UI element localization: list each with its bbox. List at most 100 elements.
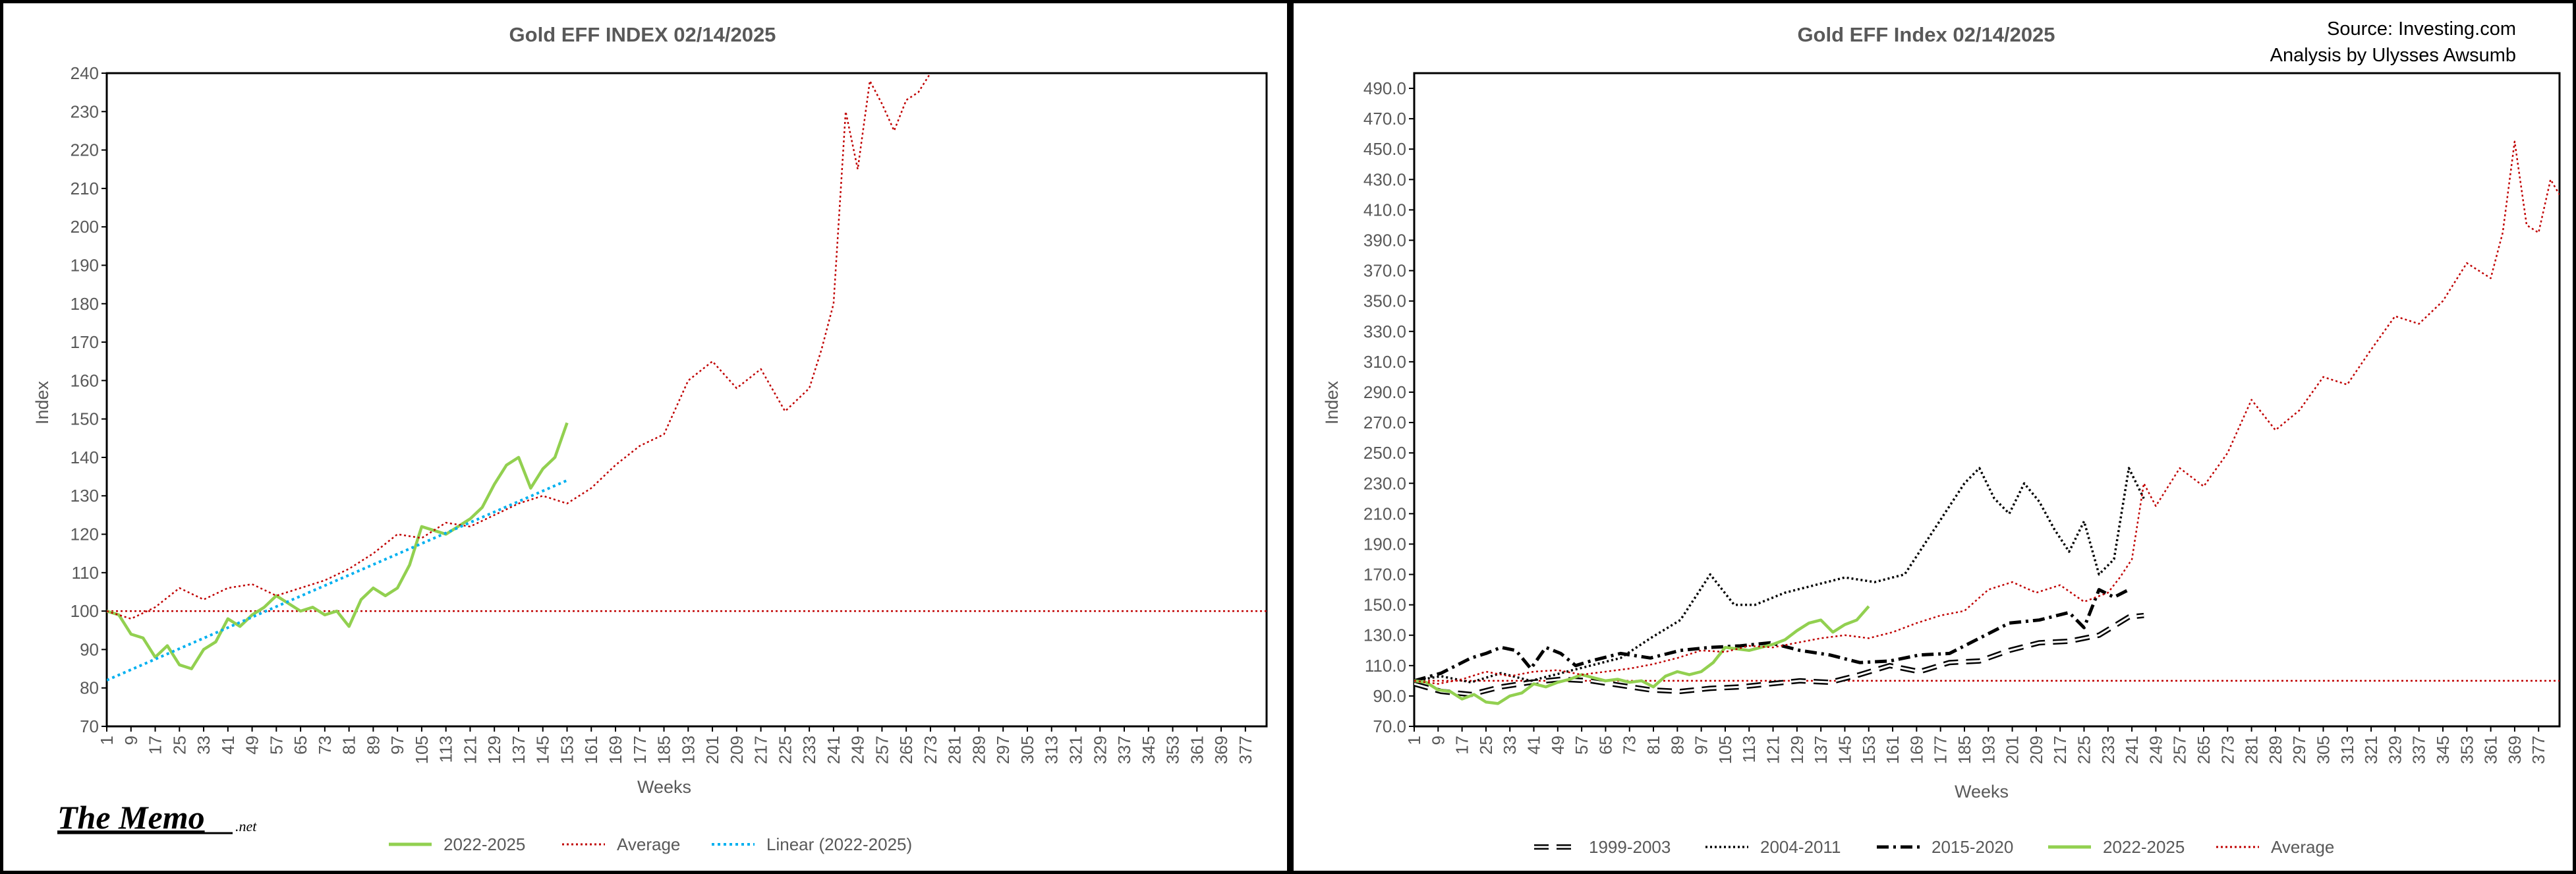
y-tick-label: 450.0 — [1363, 139, 1406, 159]
y-tick-label: 210 — [71, 179, 99, 198]
y-tick-label: 90.0 — [1373, 686, 1406, 706]
x-tick-label: 281 — [945, 736, 965, 764]
x-tick-label: 33 — [1500, 736, 1520, 755]
x-tick-label: 169 — [606, 736, 625, 764]
x-tick-label: 289 — [969, 736, 988, 764]
x-tick-label: 25 — [1476, 736, 1496, 755]
y-tick-label: 70 — [80, 716, 99, 736]
x-tick-label: 209 — [2026, 736, 2046, 764]
x-tick-label: 377 — [2529, 736, 2548, 764]
x-tick-label: 273 — [921, 736, 940, 764]
y-tick-label: 150 — [71, 409, 99, 429]
y-tick-label: 200 — [71, 217, 99, 237]
x-tick-label: 161 — [1883, 736, 1903, 764]
x-tick-label: 65 — [1595, 736, 1615, 755]
x-tick-label: 185 — [654, 736, 674, 764]
y-tick-label: 150.0 — [1363, 595, 1406, 615]
x-tick-label: 289 — [2266, 736, 2285, 764]
y-tick-label: 190 — [71, 255, 99, 275]
x-tick-label: 145 — [533, 736, 553, 764]
x-tick-label: 369 — [2505, 736, 2525, 764]
x-tick-label: 193 — [1978, 736, 1998, 764]
the-memo-logo: The Memo .net — [57, 799, 257, 836]
x-tick-label: 1 — [97, 736, 117, 745]
x-tick-label: 209 — [727, 736, 747, 764]
x-tick-label: 225 — [2074, 736, 2094, 764]
x-tick-label: 81 — [339, 736, 359, 755]
y-tick-label: 430.0 — [1363, 169, 1406, 189]
x-tick-label: 137 — [1811, 736, 1831, 764]
x-tick-label: 201 — [702, 736, 722, 764]
x-tick-label: 145 — [1835, 736, 1854, 764]
x-tick-label: 161 — [581, 736, 601, 764]
x-tick-label: 265 — [896, 736, 916, 764]
x-tick-label: 89 — [363, 736, 383, 755]
y-axis-label: Index — [1322, 380, 1342, 424]
x-tick-label: 57 — [1572, 736, 1591, 755]
y-tick-label: 110.0 — [1365, 656, 1406, 676]
series-group — [107, 73, 931, 682]
x-tick-label: 225 — [775, 736, 795, 764]
series-line-average — [107, 73, 931, 620]
x-tick-label: 49 — [1548, 736, 1568, 755]
x-tick-label: 281 — [2242, 736, 2262, 764]
x-tick-label: 1 — [1404, 736, 1424, 745]
series-line-linear-2022-2025 — [107, 479, 568, 682]
x-tick-label: 9 — [1428, 736, 1448, 745]
x-tick-label: 89 — [1667, 736, 1687, 755]
y-tick-label: 390.0 — [1363, 231, 1406, 250]
y-tick-label: 70.0 — [1373, 716, 1406, 736]
left-plot-area: 70 80 90 100 110 120 130 140 150 160 170 180 190 200 2… — [71, 63, 1268, 764]
x-tick-label: 185 — [1955, 736, 1974, 764]
y-tick-label: 220 — [71, 140, 99, 160]
legend-label-linear: Linear (2022-2025) — [766, 834, 912, 854]
x-tick-label: 105 — [1715, 736, 1735, 764]
source-line-1: Source: Investing.com — [2327, 18, 2516, 40]
right-plot-area: 70.0 90.0 110.0 130.0 150.0 170.0 190.0 210.0 23… — [1363, 72, 2561, 764]
y-tick-label: 120 — [71, 525, 99, 544]
logo-sub-text: .net — [235, 818, 257, 834]
x-tick-label: 113 — [1739, 736, 1759, 763]
y-tick-label: 180 — [71, 294, 99, 314]
x-tick-label: 217 — [751, 736, 771, 764]
y-tick-label: 140 — [71, 448, 99, 467]
x-tick-label: 337 — [2409, 736, 2429, 764]
y-tick-label: 130.0 — [1363, 626, 1406, 645]
y-tick-label: 190.0 — [1363, 534, 1406, 554]
x-tick-label: 9 — [121, 736, 141, 745]
legend-label-2015-2020: 2015-2020 — [1932, 837, 2013, 857]
series-line-2022-2025 — [1414, 605, 1870, 705]
x-tick-label: 257 — [2170, 736, 2190, 764]
y-tick-label: 230.0 — [1363, 473, 1406, 493]
x-tick-label: 217 — [2050, 736, 2070, 764]
legend-label-1999-2003: 1999-2003 — [1589, 837, 1671, 857]
legend-label-2022-2025: 2022-2025 — [444, 834, 525, 854]
x-tick-label: 249 — [848, 736, 868, 764]
series-group — [1414, 140, 2560, 705]
legend: 1999-2003 2004-2011 2015-2020 2022-2025 … — [1534, 837, 2334, 857]
y-tick-label: 330.0 — [1363, 322, 1406, 341]
y-tick-label: 90 — [80, 639, 99, 659]
x-tick-label: 297 — [993, 736, 1013, 764]
y-axis-label: Index — [32, 380, 52, 424]
chart-title: Gold EFF INDEX 02/14/2025 — [509, 23, 776, 46]
x-tick-label: 65 — [291, 736, 310, 755]
x-tick-label: 177 — [1931, 736, 1951, 764]
x-tick-label: 361 — [2481, 736, 2501, 764]
y-tick-label: 240 — [71, 63, 99, 83]
x-tick-label: 193 — [678, 736, 698, 764]
y-tick-label: 210.0 — [1363, 504, 1406, 523]
x-tick-label: 113 — [436, 736, 456, 763]
x-tick-label: 353 — [1163, 736, 1183, 764]
y-tick-label: 270.0 — [1363, 413, 1406, 432]
x-tick-label: 57 — [266, 736, 286, 755]
x-tick-label: 97 — [1692, 736, 1711, 755]
plot-frame — [1413, 72, 2561, 728]
x-axis-label: Weeks — [1955, 782, 2009, 801]
series-line-2015-2020 — [1414, 588, 2130, 683]
x-tick-label: 153 — [557, 736, 577, 764]
x-tick-label: 273 — [2218, 736, 2237, 764]
x-tick-label: 17 — [146, 736, 165, 755]
x-tick-label: 337 — [1114, 736, 1134, 764]
x-tick-label: 177 — [630, 736, 650, 764]
